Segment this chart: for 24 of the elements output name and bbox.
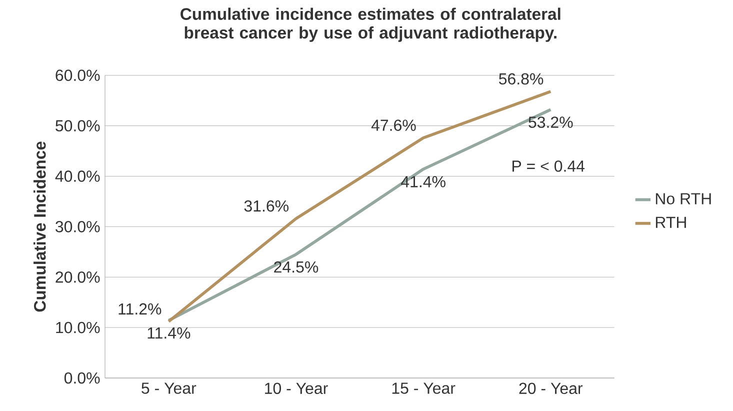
- x-tick-label: 20 - Year: [519, 382, 583, 394]
- data-label: 56.8%: [499, 73, 544, 85]
- y-tick-label: 40.0%: [55, 170, 100, 182]
- annotation: P = < 0.44: [512, 160, 585, 172]
- data-label: 41.4%: [401, 176, 446, 188]
- y-axis-title: Cumulative Incidence: [34, 142, 46, 312]
- legend-label: No RTH: [656, 193, 711, 204]
- data-label: 31.6%: [244, 200, 288, 212]
- y-tick-label: 10.0%: [56, 322, 100, 334]
- x-tick-label: 5 - Year: [142, 382, 196, 394]
- y-tick-label: 50.0%: [56, 120, 100, 132]
- y-tick-label: 60.0%: [56, 70, 100, 81]
- data-label: 11.4%: [148, 327, 190, 339]
- x-tick-label: 10 - Year: [265, 382, 328, 394]
- legend-label: RTH: [656, 216, 686, 228]
- data-label: 11.2%: [118, 303, 162, 315]
- x-tick-label: 15 - Year: [392, 382, 456, 394]
- y-tick-label: 0.0%: [64, 372, 100, 384]
- data-label: 53.2%: [528, 116, 573, 128]
- chart-title: Cumulative incidence estimates of contralateral breast cancer by use of adjuvant radiotherapy.: [180, 8, 560, 42]
- data-label: 47.6%: [371, 120, 416, 131]
- data-label: 24.5%: [274, 261, 318, 273]
- y-tick-label: 30.0%: [56, 221, 100, 232]
- y-tick-label: 20.0%: [56, 271, 100, 283]
